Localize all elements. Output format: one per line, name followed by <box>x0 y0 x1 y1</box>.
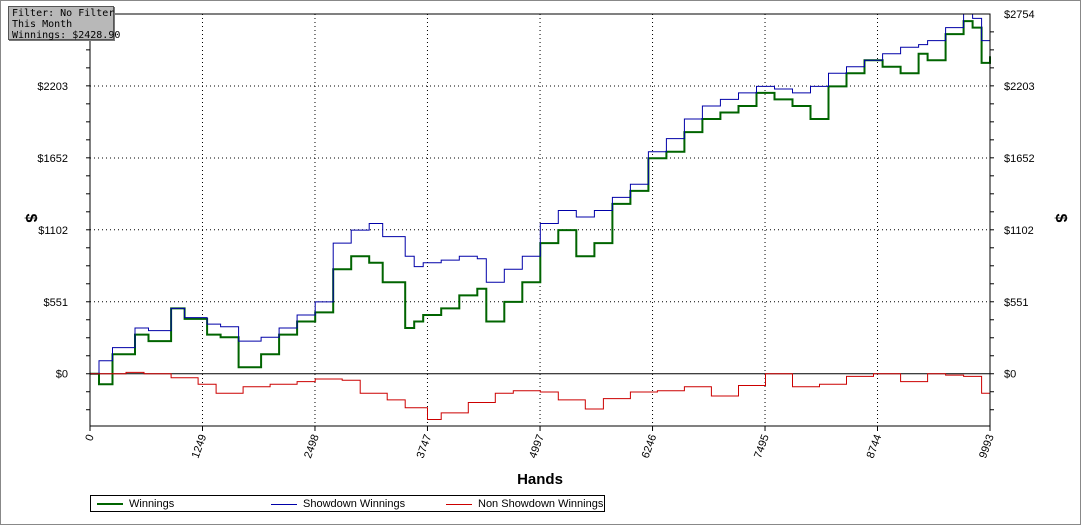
y-tick-label-left: $1102 <box>38 225 68 237</box>
series-line-2 <box>90 371 991 420</box>
legend-swatch-non-showdown <box>446 503 472 505</box>
y-tick-label-right: $1652 <box>1004 153 1035 165</box>
filter-info-box: Filter: No Filter This Month Winnings: $… <box>8 6 121 41</box>
y-tick-label-right: $2754 <box>1004 9 1035 21</box>
y-axis-title-right: $ <box>1052 214 1069 223</box>
x-tick-label: 0 <box>83 433 96 443</box>
legend-item-non-showdown: Non Showdown Winnings <box>446 497 603 511</box>
y-tick-label-left: $2203 <box>37 81 68 93</box>
y-tick-label-right: $0 <box>1004 369 1016 381</box>
legend-swatch-winnings <box>97 503 123 505</box>
y-tick-label-right: $1102 <box>1004 225 1034 237</box>
period-label: This Month <box>12 19 73 30</box>
y-tick-label-right: $2203 <box>1004 81 1035 93</box>
legend-label-non-showdown: Non Showdown Winnings <box>478 498 604 510</box>
legend-item-winnings: Winnings <box>97 497 174 511</box>
legend-item-showdown: Showdown Winnings <box>271 497 405 511</box>
grid-lines <box>90 13 990 426</box>
y-tick-label-right: $551 <box>1004 297 1028 309</box>
winnings-total: Winnings: $2428.90 <box>12 30 121 41</box>
chart-legend: Winnings Showdown Winnings Non Showdown … <box>90 495 605 512</box>
legend-swatch-showdown <box>271 503 297 505</box>
x-axis-title: Hands <box>517 471 563 488</box>
series-line-1 <box>90 13 991 375</box>
legend-label-showdown: Showdown Winnings <box>303 498 406 510</box>
y-tick-label-left: $0 <box>56 369 68 381</box>
y-tick-label-left: $1652 <box>37 153 68 165</box>
filter-label: Filter: No Filter <box>12 8 115 19</box>
y-tick-label-left: $551 <box>44 297 68 309</box>
legend-label-winnings: Winnings <box>129 498 175 510</box>
y-axis-title-left: $ <box>22 214 39 223</box>
series-lines <box>90 13 991 420</box>
